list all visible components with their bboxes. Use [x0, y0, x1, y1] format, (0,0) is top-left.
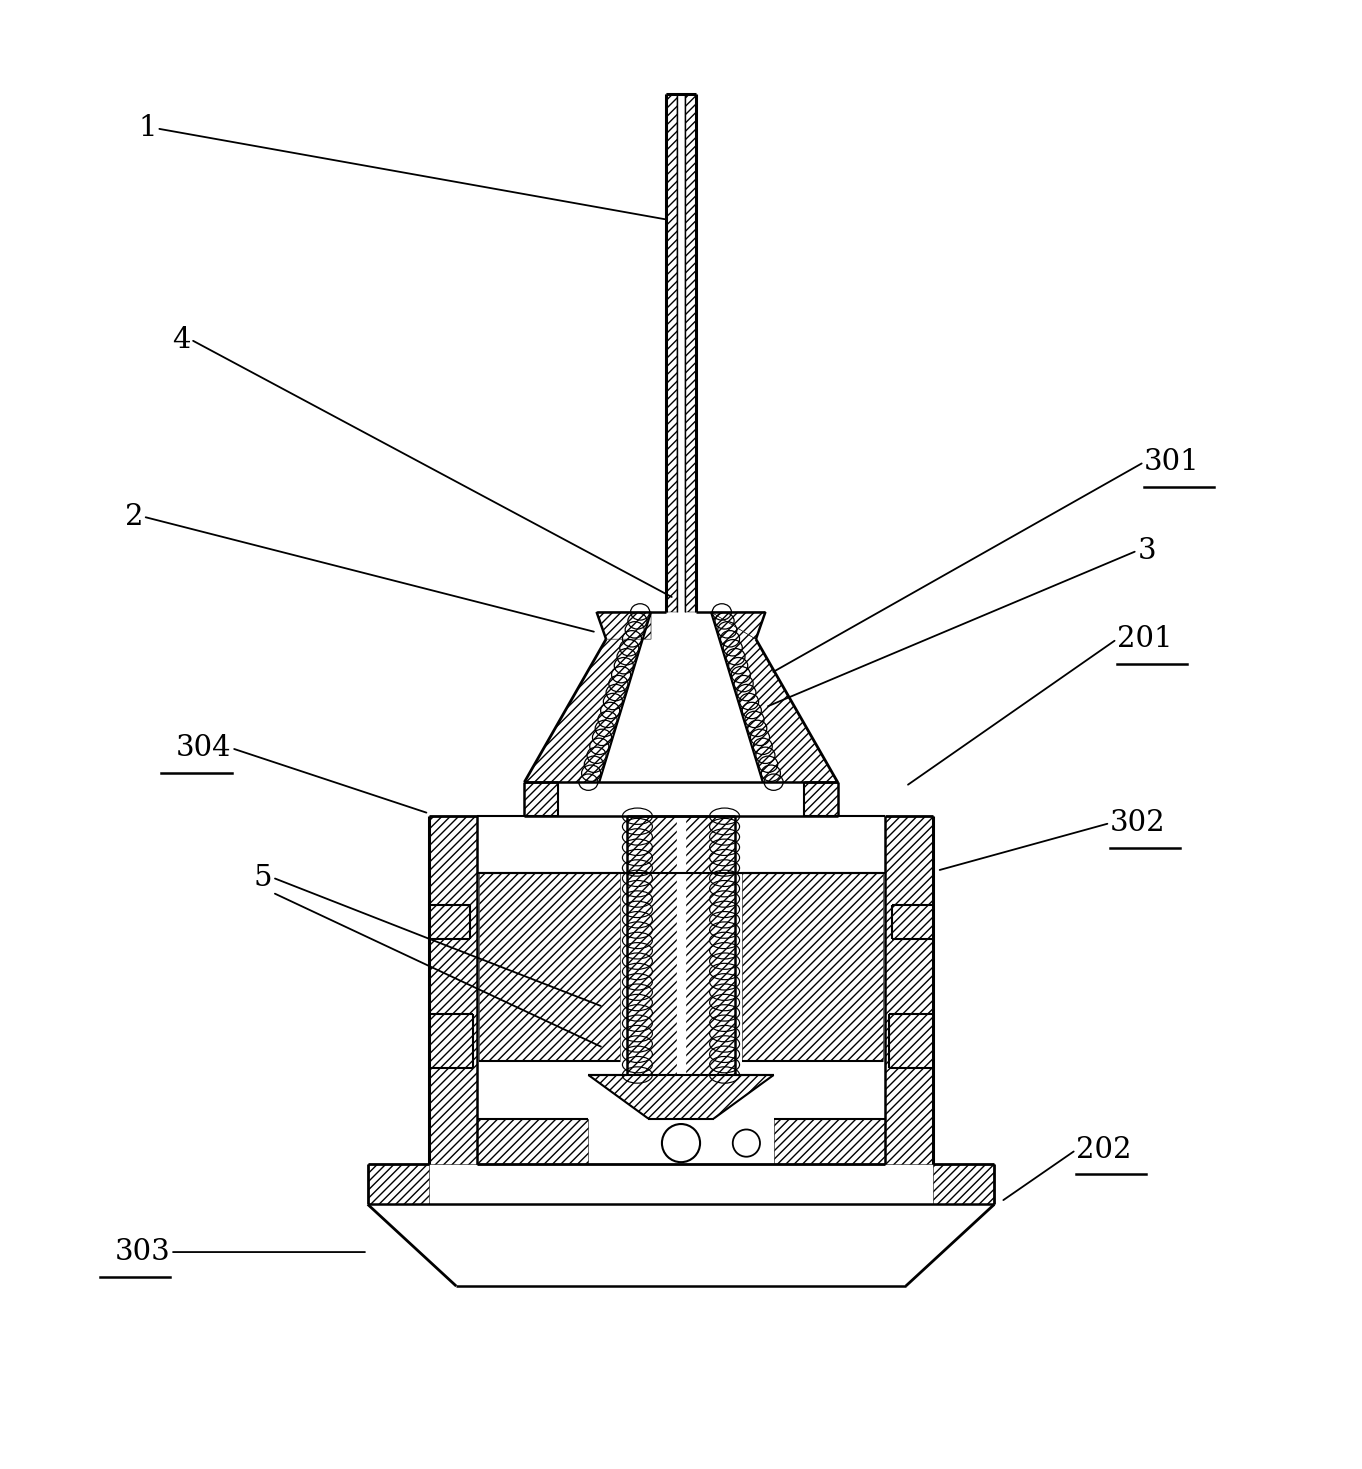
Polygon shape — [804, 782, 838, 817]
Polygon shape — [479, 874, 620, 1062]
Polygon shape — [685, 817, 735, 1075]
Text: 2: 2 — [124, 502, 143, 530]
Polygon shape — [889, 1014, 933, 1068]
Polygon shape — [711, 613, 765, 639]
Polygon shape — [885, 817, 933, 1163]
Text: 303: 303 — [114, 1238, 170, 1266]
Polygon shape — [627, 817, 677, 1075]
Text: 5: 5 — [253, 864, 272, 892]
Text: 201: 201 — [1117, 626, 1173, 654]
Polygon shape — [429, 817, 477, 1163]
Text: 202: 202 — [1076, 1136, 1132, 1163]
Polygon shape — [588, 1075, 774, 1118]
Polygon shape — [429, 1014, 473, 1068]
Polygon shape — [477, 1118, 588, 1163]
Text: 302: 302 — [1110, 809, 1166, 837]
Text: 301: 301 — [1144, 448, 1200, 476]
Polygon shape — [524, 782, 558, 817]
Polygon shape — [774, 1118, 885, 1163]
Text: 3: 3 — [1137, 536, 1156, 564]
Text: 304: 304 — [176, 734, 232, 762]
Text: 1: 1 — [138, 115, 157, 142]
Polygon shape — [597, 613, 651, 639]
Polygon shape — [368, 1163, 429, 1205]
Polygon shape — [524, 613, 651, 782]
Text: 4: 4 — [172, 326, 191, 354]
Polygon shape — [742, 874, 883, 1062]
Polygon shape — [666, 94, 677, 613]
Polygon shape — [685, 94, 696, 613]
Polygon shape — [933, 1163, 994, 1205]
Polygon shape — [711, 613, 838, 782]
Polygon shape — [677, 817, 685, 1075]
